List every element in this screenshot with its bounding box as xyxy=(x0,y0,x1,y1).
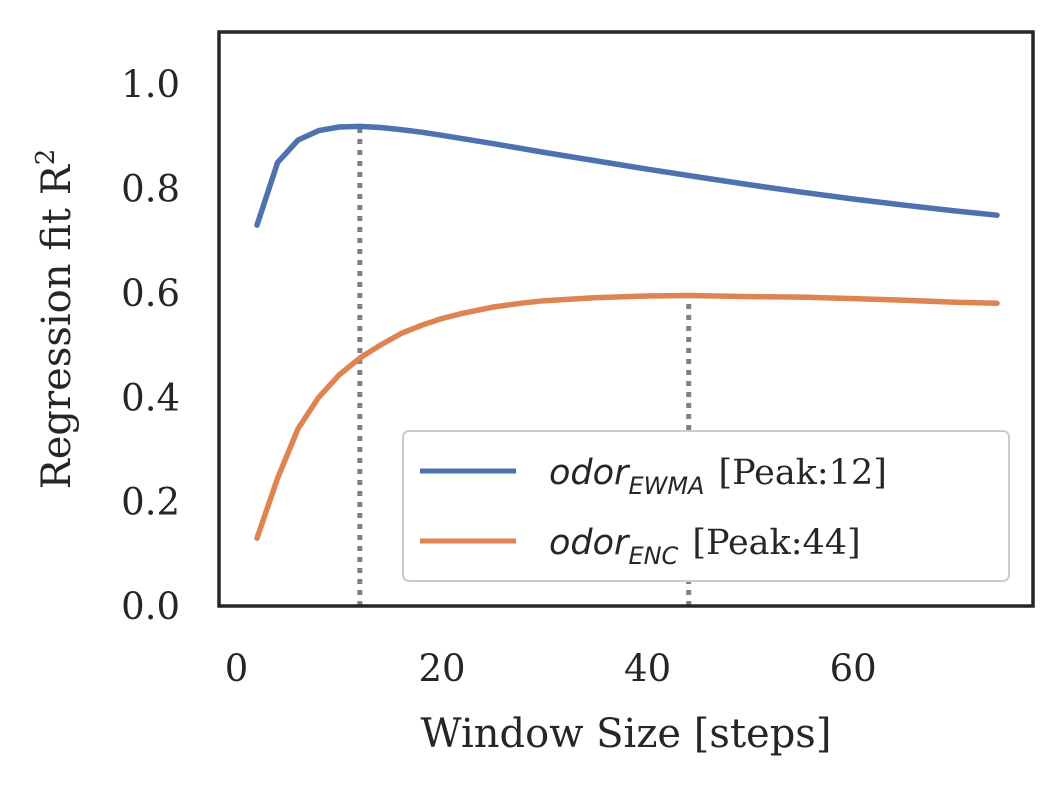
x-tick-label: 0 xyxy=(225,647,249,690)
legend-box xyxy=(402,430,1010,582)
y-tick-label: 0.6 xyxy=(121,272,180,315)
y-tick-label: 0.8 xyxy=(121,168,180,211)
plot-frame xyxy=(217,30,1035,608)
y-axis-label-text: Regression fit R xyxy=(34,163,80,489)
legend-label-ewma-main: odor xyxy=(549,453,631,493)
y-ticks: 0.0 0.2 0.4 0.6 0.8 1.0 xyxy=(121,63,180,628)
x-tick-label: 20 xyxy=(418,647,465,690)
y-tick-label: 1.0 xyxy=(121,63,180,106)
series-lines xyxy=(254,123,1000,541)
series-line-enc xyxy=(254,292,1000,541)
y-tick-label: 0.2 xyxy=(121,481,180,524)
legend-label-ewma-suffix: [Peak:12] xyxy=(718,453,886,493)
x-ticks: 0 20 40 60 xyxy=(225,647,877,690)
series-line-ewma xyxy=(254,123,1000,228)
legend-label-enc-suffix: [Peak:44] xyxy=(692,523,860,563)
legend: odorEWMA [Peak:12] odorENC [Peak:44] xyxy=(402,430,1010,582)
y-axis-label: Regression fit R2 xyxy=(31,149,80,490)
legend-label-enc-main: odor xyxy=(549,523,631,563)
legend-label-enc-sub: ENC xyxy=(628,542,678,570)
y-axis-label-superscript: 2 xyxy=(31,149,61,166)
legend-label-ewma: odorEWMA [Peak:12] xyxy=(549,453,887,500)
x-axis-label: Window Size [steps] xyxy=(421,711,832,757)
y-tick-label: 0.4 xyxy=(121,376,180,419)
x-tick-label: 40 xyxy=(624,647,671,690)
legend-label-enc: odorENC [Peak:44] xyxy=(549,523,861,570)
y-tick-label: 0.0 xyxy=(121,585,180,628)
x-tick-label: 60 xyxy=(830,647,877,690)
legend-label-ewma-sub: EWMA xyxy=(628,472,704,500)
